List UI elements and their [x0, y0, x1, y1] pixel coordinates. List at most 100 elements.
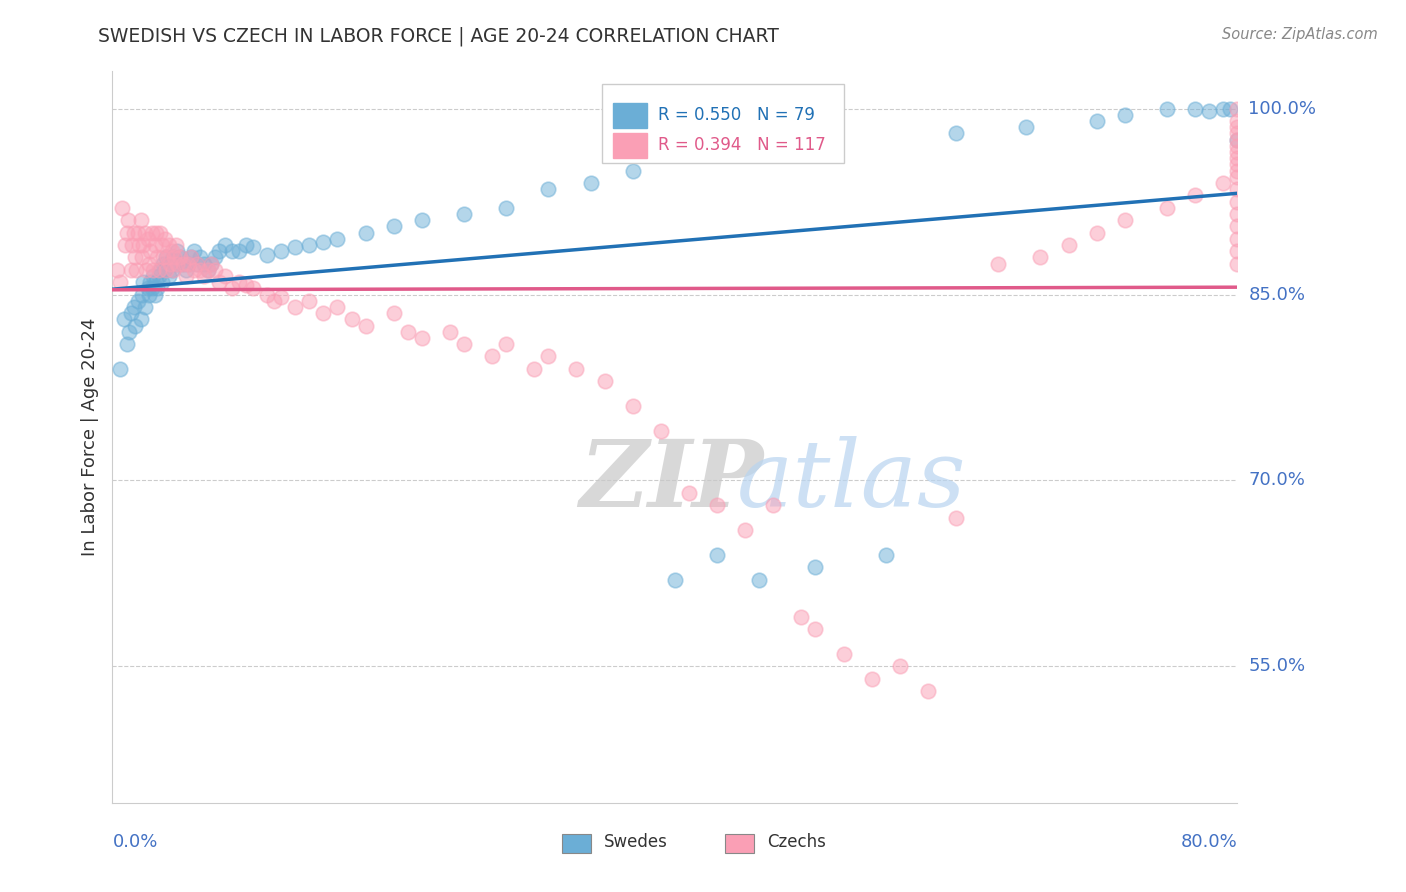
Point — [579, 176, 602, 190]
Point — [312, 235, 335, 250]
Point — [120, 306, 142, 320]
Point — [149, 226, 172, 240]
FancyBboxPatch shape — [602, 84, 844, 163]
Point — [160, 244, 183, 259]
Point — [141, 281, 163, 295]
Point — [146, 250, 169, 264]
Point — [804, 560, 827, 574]
Point — [157, 238, 180, 252]
Point — [221, 281, 243, 295]
Text: 100.0%: 100.0% — [1249, 100, 1316, 118]
Point — [214, 238, 236, 252]
Point — [180, 250, 202, 264]
Point — [1114, 213, 1136, 227]
Point — [148, 268, 170, 283]
Point — [1226, 244, 1249, 259]
Point — [889, 659, 911, 673]
Point — [1226, 157, 1249, 171]
Point — [153, 262, 176, 277]
Text: 55.0%: 55.0% — [1249, 657, 1306, 675]
Point — [284, 300, 307, 314]
Point — [382, 219, 405, 234]
Point — [1085, 226, 1108, 240]
Point — [124, 250, 146, 264]
Point — [1226, 120, 1249, 135]
Text: 70.0%: 70.0% — [1249, 472, 1305, 490]
Point — [169, 250, 191, 264]
Point — [135, 262, 157, 277]
Text: 0.0%: 0.0% — [112, 833, 157, 851]
Point — [150, 238, 173, 252]
Point — [197, 262, 219, 277]
Point — [1226, 114, 1249, 128]
Point — [1057, 238, 1080, 252]
Point — [143, 287, 166, 301]
Point — [1085, 114, 1108, 128]
Point — [204, 262, 226, 277]
Point — [159, 256, 181, 270]
Point — [127, 226, 149, 240]
Point — [354, 226, 377, 240]
Text: R = 0.550   N = 79: R = 0.550 N = 79 — [658, 106, 815, 124]
Point — [495, 337, 517, 351]
Point — [523, 362, 546, 376]
Point — [114, 238, 136, 252]
Point — [120, 262, 142, 277]
Point — [411, 213, 433, 227]
Point — [340, 312, 363, 326]
Point — [204, 250, 226, 264]
Point — [186, 256, 208, 270]
Point — [118, 325, 141, 339]
Point — [242, 281, 264, 295]
Point — [145, 226, 167, 240]
Point — [235, 277, 257, 292]
Point — [298, 238, 321, 252]
Point — [162, 262, 184, 277]
Point — [111, 201, 134, 215]
Point — [136, 232, 159, 246]
Point — [148, 262, 170, 277]
Point — [270, 290, 292, 304]
Point — [439, 325, 461, 339]
Point — [256, 248, 278, 262]
Point — [748, 573, 770, 587]
Point — [153, 232, 176, 246]
Text: 85.0%: 85.0% — [1249, 285, 1305, 303]
Point — [804, 622, 827, 636]
Point — [214, 268, 236, 283]
Point — [193, 268, 215, 283]
Point — [354, 318, 377, 333]
Point — [1226, 256, 1249, 270]
Point — [174, 262, 197, 277]
Point — [396, 325, 419, 339]
Point — [138, 256, 160, 270]
Point — [1226, 182, 1249, 196]
Point — [1226, 126, 1249, 140]
Point — [141, 226, 163, 240]
Point — [165, 256, 187, 270]
Point — [155, 262, 177, 277]
Point — [193, 256, 215, 270]
Point — [208, 275, 231, 289]
Text: Czechs: Czechs — [768, 833, 825, 851]
Point — [183, 244, 205, 259]
Point — [621, 399, 644, 413]
Point — [1226, 163, 1249, 178]
Point — [298, 293, 321, 308]
Point — [565, 362, 588, 376]
Point — [734, 523, 756, 537]
Point — [1198, 103, 1220, 118]
Point — [177, 256, 200, 270]
Point — [650, 424, 672, 438]
Point — [1226, 232, 1249, 246]
Point — [256, 287, 278, 301]
Point — [1219, 102, 1241, 116]
Point — [127, 293, 149, 308]
Point — [177, 256, 200, 270]
Point — [1114, 108, 1136, 122]
Y-axis label: In Labor Force | Age 20-24: In Labor Force | Age 20-24 — [80, 318, 98, 557]
Bar — [613, 103, 647, 128]
Point — [143, 238, 166, 252]
Point — [115, 337, 138, 351]
Point — [481, 350, 503, 364]
